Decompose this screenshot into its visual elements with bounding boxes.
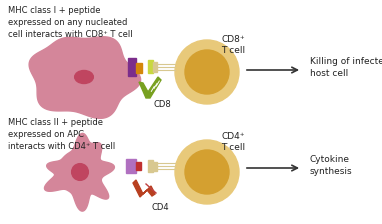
Text: Killing of infected
host cell: Killing of infected host cell [310, 57, 382, 78]
Text: CD8⁺
T cell: CD8⁺ T cell [221, 35, 245, 55]
Bar [148, 60, 153, 73]
Bar [148, 160, 153, 172]
Bar [153, 162, 157, 171]
Circle shape [175, 140, 239, 204]
Text: MHC class II + peptide
expressed on APC
interacts with CD4⁺ T cell: MHC class II + peptide expressed on APC … [8, 118, 115, 151]
Bar [136, 63, 142, 73]
Text: MHC class I + peptide
expressed on any nucleated
cell interacts with CD8⁺ T cell: MHC class I + peptide expressed on any n… [8, 6, 133, 39]
Circle shape [185, 150, 229, 194]
Text: CD4: CD4 [151, 203, 169, 212]
Polygon shape [44, 133, 114, 211]
Text: Cytokine
synthesis: Cytokine synthesis [310, 155, 353, 176]
Circle shape [185, 50, 229, 94]
Bar [136, 162, 141, 170]
Polygon shape [139, 77, 161, 98]
Text: CD4⁺
T cell: CD4⁺ T cell [221, 132, 245, 152]
Bar [128, 58, 136, 76]
Ellipse shape [74, 71, 93, 84]
Polygon shape [133, 180, 155, 197]
Polygon shape [29, 37, 141, 118]
Circle shape [72, 164, 88, 180]
Bar [153, 62, 157, 72]
Circle shape [175, 40, 239, 104]
Bar [126, 159, 136, 173]
Text: CD8: CD8 [153, 100, 171, 109]
